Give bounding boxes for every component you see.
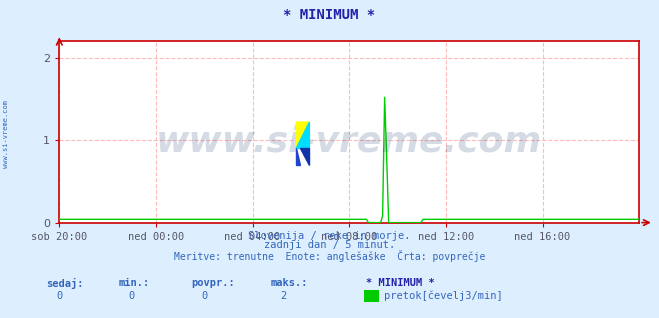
Polygon shape — [296, 122, 310, 149]
Text: 2: 2 — [280, 291, 287, 301]
Text: * MINIMUM *: * MINIMUM * — [283, 8, 376, 22]
Text: * MINIMUM *: * MINIMUM * — [366, 278, 434, 288]
Text: www.si-vreme.com: www.si-vreme.com — [3, 100, 9, 168]
Text: min.:: min.: — [119, 278, 150, 288]
Text: sedaj:: sedaj: — [46, 278, 84, 289]
Polygon shape — [301, 149, 310, 165]
Text: Slovenija / reke in morje.: Slovenija / reke in morje. — [248, 231, 411, 240]
Text: 0: 0 — [56, 291, 63, 301]
Text: Meritve: trenutne  Enote: anglešaške  Črta: povprečje: Meritve: trenutne Enote: anglešaške Črta… — [174, 250, 485, 262]
Text: 0: 0 — [129, 291, 135, 301]
Text: www.si-vreme.com: www.si-vreme.com — [156, 124, 542, 158]
Text: pretok[čevelj3/min]: pretok[čevelj3/min] — [384, 291, 502, 301]
Polygon shape — [296, 149, 301, 165]
Text: zadnji dan / 5 minut.: zadnji dan / 5 minut. — [264, 240, 395, 250]
Text: povpr.:: povpr.: — [191, 278, 235, 288]
Text: maks.:: maks.: — [270, 278, 308, 288]
Polygon shape — [296, 122, 310, 149]
Text: 0: 0 — [201, 291, 208, 301]
